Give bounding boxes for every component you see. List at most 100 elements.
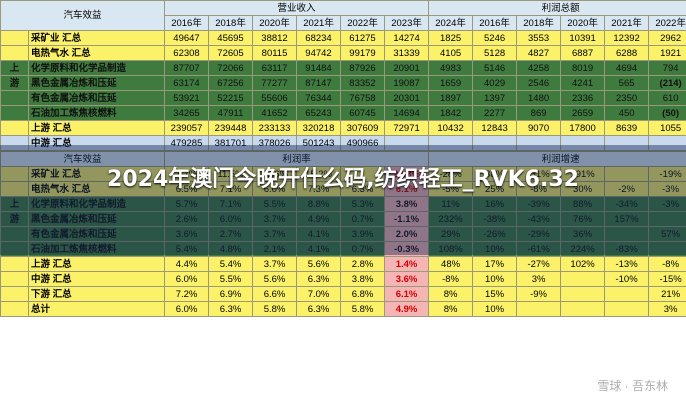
data-cell: 5.5% <box>208 271 254 287</box>
data-cell: -34% <box>604 196 650 212</box>
data-cell: 31339 <box>384 45 430 61</box>
data-cell: -0.3% <box>384 241 430 257</box>
side-cell <box>0 105 29 121</box>
data-cell: 87707 <box>164 60 210 76</box>
data-cell: 99179 <box>340 45 386 61</box>
data-cell: -29% <box>516 226 562 242</box>
data-cell: 1897 <box>428 90 474 106</box>
data-cell: 4105 <box>428 45 474 61</box>
data-cell <box>340 166 386 182</box>
year-header: 2018年 <box>208 15 254 31</box>
data-cell: 45695 <box>208 30 254 46</box>
table-row: 中游 汇总 479285 381701 378026 501243 490966 <box>0 135 686 151</box>
data-cell: 9070 <box>516 120 562 136</box>
data-cell: 1659 <box>428 75 474 91</box>
top-table: 汽车效益 营业收入 利润总额 2016年 2018年 2020年 2021年 2022年 202… <box>0 0 686 151</box>
data-cell: 5128 <box>472 45 518 61</box>
data-cell: 1480 <box>516 90 562 106</box>
data-cell: 3553 <box>516 30 562 46</box>
side-cell <box>0 286 29 302</box>
data-cell: 224% <box>560 241 606 257</box>
data-cell: -5% <box>428 181 474 197</box>
data-cell: 94742 <box>296 45 342 61</box>
data-cell: 2277 <box>472 105 518 121</box>
data-cell: 57% <box>648 226 686 242</box>
table-row: 上化学原料和化学品制造 5.7% 7.1% 5.5% 8.8% 5.3% 3.8% 11% 16… <box>0 196 686 212</box>
side-cell: 上 <box>0 60 29 76</box>
data-cell: 1842 <box>428 105 474 121</box>
table-row: 下游 汇总 7.2% 6.9% 6.6% 7.0% 6.8% 6.1% 8% 15% -9% 21% <box>0 286 686 302</box>
data-cell: 8.8% <box>296 196 342 212</box>
data-cell <box>516 135 562 151</box>
data-cell: 2.1% <box>252 241 298 257</box>
table-row: 电热气水 汇总 62308 72605 80115 94742 99179 31339 410… <box>0 45 686 61</box>
data-cell: 1.4% <box>384 256 430 272</box>
data-cell: 3.6% <box>384 271 430 287</box>
data-cell: 12843 <box>472 120 518 136</box>
data-cell: 76% <box>560 211 606 227</box>
table-row: 有色金属冶炼和压延 3.6% 2.7% 3.7% 4.1% 3.9% 2.0% 29% -26%… <box>0 226 686 242</box>
data-cell: 7.0% <box>296 286 342 302</box>
data-cell <box>516 301 562 317</box>
data-cell: 68234 <box>296 30 342 46</box>
data-cell: 191% <box>560 166 606 182</box>
data-cell: -27% <box>516 256 562 272</box>
row-name: 石油加工炼焦核燃料 <box>27 241 166 257</box>
data-cell: 16% <box>472 196 518 212</box>
row-name: 中游 汇总 <box>27 135 166 151</box>
data-cell: 6.8% <box>340 286 386 302</box>
data-cell: 157% <box>604 211 650 227</box>
data-cell: 3.7% <box>252 226 298 242</box>
data-cell: 378026 <box>252 135 298 151</box>
data-cell: 5.6% <box>252 271 298 287</box>
data-cell: 5146 <box>472 60 518 76</box>
data-cell: 5.8% <box>340 301 386 317</box>
headline-text: 2024年澳门今晚开什么码,纺织轻工_RVK6.32 <box>107 167 579 192</box>
table-row: 上游 汇总 239057 239448 233133 320218 307609 72971… <box>0 120 686 136</box>
side-cell <box>0 166 29 182</box>
row-name: 黑色金属冶炼和压延 <box>27 211 166 227</box>
data-cell: 77277 <box>252 75 298 91</box>
row-name: 石油加工炼焦核燃料 <box>27 105 166 121</box>
data-cell: 52215 <box>208 90 254 106</box>
data-cell: 6887 <box>560 45 606 61</box>
data-cell: 34265 <box>164 105 210 121</box>
data-cell: 2350 <box>604 90 650 106</box>
data-cell <box>560 135 606 151</box>
data-cell: 12392 <box>604 30 650 46</box>
row-name: 中游 汇总 <box>27 271 166 287</box>
data-cell: 83352 <box>340 75 386 91</box>
year-header: 2023年 <box>384 15 430 31</box>
data-cell: 450 <box>604 105 650 121</box>
data-cell: 4.4% <box>164 256 210 272</box>
data-cell: 565 <box>604 75 650 91</box>
data-cell: 55606 <box>252 90 298 106</box>
data-cell <box>604 135 650 151</box>
data-cell: 14274 <box>384 30 430 46</box>
data-cell: -1.1% <box>384 211 430 227</box>
data-cell: 10432 <box>428 120 474 136</box>
row-name: 化学原料和化学品制造 <box>27 60 166 76</box>
data-cell: 2.6% <box>164 211 210 227</box>
table-row: 中游 汇总 6.0% 5.5% 5.6% 6.3% 3.8% 3.6% -8% 10% 3% -10… <box>0 271 686 287</box>
data-cell: 6288 <box>604 45 650 61</box>
group-header: 利润增速 <box>428 151 686 167</box>
data-cell: 2336 <box>560 90 606 106</box>
year-header: 2024年 <box>428 15 474 31</box>
row-name: 采矿业 汇总 <box>27 30 166 46</box>
bottom-table: 汽车效益 利润率 利润增速 采矿业 汇总 3.7% 11.5% 13.6% 15.2% 20.8… <box>0 151 686 317</box>
data-cell: 80115 <box>252 45 298 61</box>
data-cell: 8% <box>428 301 474 317</box>
data-cell: 2.0% <box>384 226 430 242</box>
data-cell: 4694 <box>604 60 650 76</box>
table-row: 上游 汇总 4.4% 5.4% 3.7% 5.6% 2.8% 1.4% 48% 17% -27% 1… <box>0 256 686 272</box>
data-cell: 8% <box>428 286 474 302</box>
year-header: 2021年 <box>604 15 650 31</box>
table-row: 上化学原料和化学品制造 87707 72066 63117 91484 87926 2090… <box>0 60 686 76</box>
side-cell <box>0 30 29 46</box>
data-cell: (50) <box>648 105 686 121</box>
data-cell: -10% <box>604 271 650 287</box>
data-cell: 8019 <box>560 60 606 76</box>
data-cell: 102% <box>560 256 606 272</box>
data-cell: 6.9% <box>208 286 254 302</box>
